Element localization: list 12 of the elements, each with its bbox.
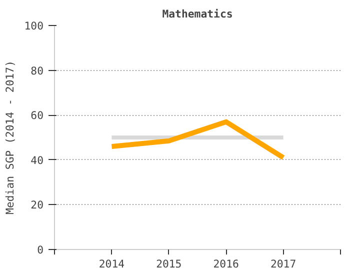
- y-tick-label: 80: [30, 64, 44, 78]
- y-tick-label: 60: [30, 109, 44, 122]
- chart-title: Mathematics: [162, 8, 233, 20]
- y-tick-label: 0: [37, 244, 44, 256]
- y-tick-label: 40: [30, 154, 44, 167]
- y-tick-label: 20: [30, 198, 44, 212]
- x-tick-label: 2016: [213, 258, 239, 270]
- x-tick-label: 2017: [270, 258, 296, 270]
- x-tick-label: 2014: [98, 258, 125, 270]
- y-axis-title: Median SGP (2014 - 2017): [3, 60, 16, 214]
- y-tick-label: 100: [24, 20, 44, 32]
- x-tick-label: 2015: [156, 258, 182, 270]
